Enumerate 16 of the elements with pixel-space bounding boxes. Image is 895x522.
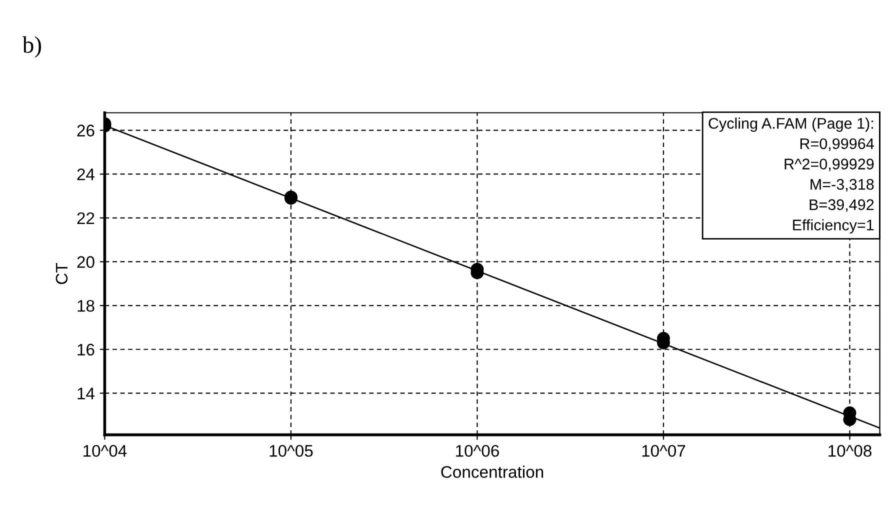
y-tick-label: 22 xyxy=(77,212,94,224)
y-tick-label: 18 xyxy=(78,300,94,312)
y-tick-label: 26 xyxy=(77,124,94,136)
y-tick-label: 16 xyxy=(78,344,94,356)
text: b) xyxy=(22,36,42,58)
annotation: Cycling A.FAM (Page 1): R=0,99964 R^2=0,99929 M=-3,318 B=39,492 Efficiency=1 xyxy=(708,118,874,234)
y-tick-label: 24 xyxy=(77,168,95,180)
x-tick-label: 10^06 xyxy=(456,444,499,457)
y-axis-title: CT xyxy=(56,263,68,284)
y-tick-label: 14 xyxy=(78,388,95,400)
y-tick-label: 20 xyxy=(77,256,94,268)
x-tick-label: 10^04 xyxy=(84,444,127,457)
x-tick-label: 10^07 xyxy=(642,444,686,457)
x-axis-title: Concentration xyxy=(441,466,544,478)
x-tick-label: 10^05 xyxy=(270,444,313,457)
x-tick-label: 10^08 xyxy=(828,444,872,457)
